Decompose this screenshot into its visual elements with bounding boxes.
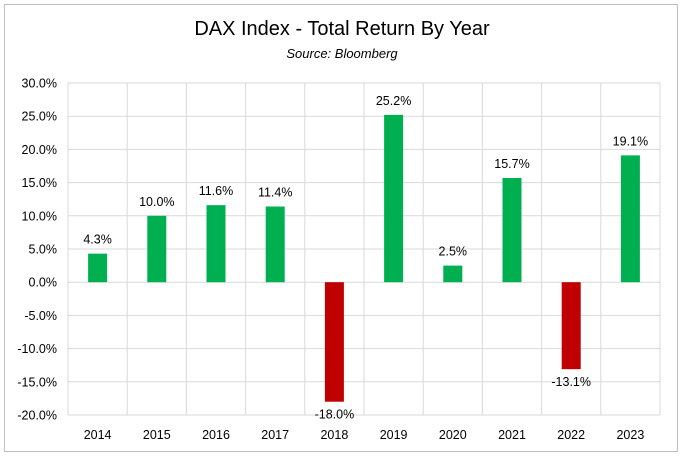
y-tick-label: 10.0% <box>22 209 57 223</box>
bar-2020 <box>443 265 463 283</box>
bar-2017 <box>265 206 285 283</box>
y-tick-label: -15.0% <box>17 375 57 389</box>
x-axis-tick-labels: 2014 2015 2016 2017 2018 2019 2020 2021 2022 2023 <box>84 428 645 442</box>
data-label-2016: 11.6% <box>199 184 234 198</box>
x-tick-label: 2019 <box>380 428 408 442</box>
bars <box>88 114 640 402</box>
x-tick-label: 2016 <box>202 428 230 442</box>
bar-2023 <box>620 155 640 283</box>
x-tick-label: 2018 <box>320 428 348 442</box>
bar-2018 <box>324 282 344 402</box>
y-tick-label: -10.0% <box>17 342 57 356</box>
data-labels: 4.3% 10.0% 11.6% 11.4% -18.0% 25.2% 2.5% 15.7% -… <box>83 94 648 422</box>
data-label-2023: 19.1% <box>613 134 648 148</box>
data-label-2019: 25.2% <box>376 94 411 108</box>
x-tick-label: 2021 <box>498 428 526 442</box>
x-tick-label: 2022 <box>557 428 585 442</box>
x-tick-label: 2017 <box>261 428 289 442</box>
y-tick-label: 25.0% <box>22 110 57 124</box>
y-tick-label: 15.0% <box>22 176 57 190</box>
y-tick-label: 5.0% <box>29 243 58 257</box>
y-tick-label: 30.0% <box>22 77 57 91</box>
x-tick-label: 2023 <box>616 428 644 442</box>
bar-2021 <box>502 177 522 283</box>
data-label-2022: -13.1% <box>551 375 591 389</box>
y-tick-label: 0.0% <box>29 276 58 290</box>
y-axis-tick-labels: 30.0% 25.0% 20.0% 15.0% 10.0% 5.0% 0.0% -5.0% -1… <box>17 77 57 423</box>
y-tick-label: -5.0% <box>24 309 57 323</box>
data-label-2017: 11.4% <box>258 186 293 200</box>
y-tick-label: -20.0% <box>17 409 57 423</box>
data-label-2018: -18.0% <box>315 408 355 422</box>
x-tick-label: 2020 <box>439 428 467 442</box>
bar-2016 <box>206 205 226 283</box>
y-tick-label: 20.0% <box>22 143 57 157</box>
data-label-2015: 10.0% <box>139 195 174 209</box>
bar-2015 <box>147 215 167 283</box>
data-label-2021: 15.7% <box>494 157 529 171</box>
chart-title: DAX Index - Total Return By Year <box>194 18 490 40</box>
x-tick-label: 2015 <box>143 428 171 442</box>
data-label-2014: 4.3% <box>83 233 112 247</box>
chart-subtitle: Source: Bloomberg <box>286 46 398 61</box>
data-label-2020: 2.5% <box>439 245 468 259</box>
bar-2019 <box>384 114 404 283</box>
gridlines <box>67 82 661 416</box>
bar-2022 <box>561 282 581 370</box>
x-tick-label: 2014 <box>84 428 112 442</box>
bar-2014 <box>88 253 108 283</box>
